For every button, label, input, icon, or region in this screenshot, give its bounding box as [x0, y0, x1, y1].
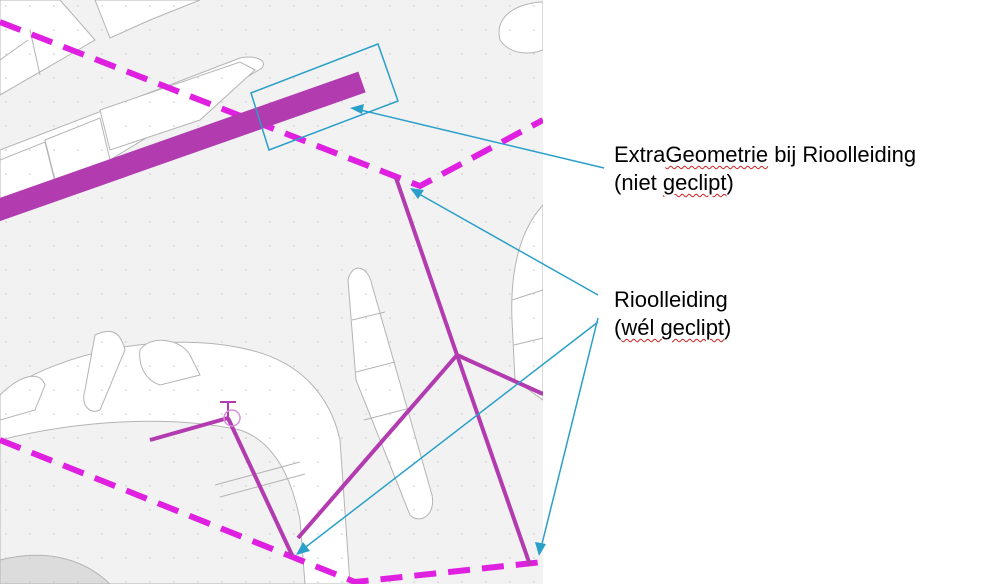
annotation-text: )	[727, 170, 734, 195]
annotation-text-spellcheck: geclipt	[663, 170, 727, 195]
annotation-extra-line1: ExtraGeometrie bij Rioolleiding	[614, 141, 916, 169]
annotation-text: Extra	[614, 142, 665, 167]
annotation-riool-line2: (wél geclipt)	[614, 314, 731, 342]
annotation-text: )	[724, 315, 731, 340]
map-panel	[0, 0, 543, 584]
annotation-riool-line1: Rioolleiding	[614, 286, 731, 314]
annotation-extra-line2: (niet geclipt)	[614, 169, 916, 197]
map-dot-grid	[0, 0, 543, 584]
annotation-text: (niet	[614, 170, 663, 195]
callout-line-riool-3	[540, 318, 598, 552]
annotation-text-spellcheck: wél geclipt	[621, 315, 724, 340]
annotation-extra-geometry: ExtraGeometrie bij Rioolleiding (niet ge…	[614, 141, 916, 197]
annotation-rioolleiding: Rioolleiding (wél geclipt)	[614, 286, 731, 342]
annotation-text-spellcheck: Geometrie	[665, 142, 768, 167]
annotation-text: bij Rioolleiding	[768, 142, 916, 167]
